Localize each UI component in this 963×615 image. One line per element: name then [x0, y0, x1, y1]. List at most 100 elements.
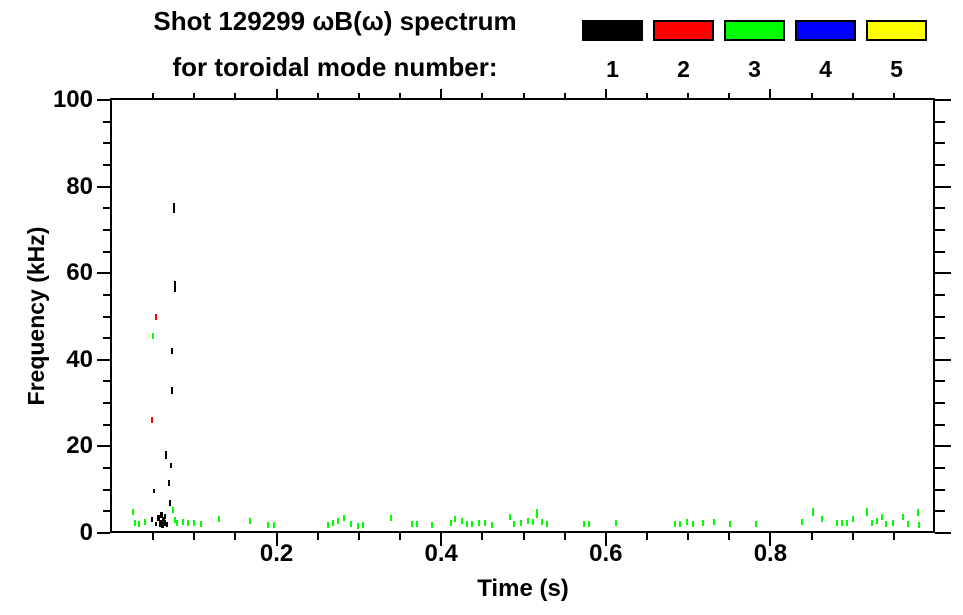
y-minor-tick: [103, 315, 110, 318]
x-major-tick-top: [769, 89, 772, 98]
y-tick-label: 0: [79, 519, 93, 546]
data-point-mode-1: [172, 203, 175, 214]
data-point-mode-3: [199, 521, 202, 528]
legend-item-mode-3: 3: [724, 20, 785, 81]
data-point-mode-3: [583, 521, 586, 528]
data-point-mode-3: [267, 522, 270, 529]
x-minor-tick-top: [399, 93, 402, 98]
data-point-mode-3: [411, 521, 414, 528]
legend-label: 4: [819, 56, 832, 82]
x-minor-tick-top: [522, 93, 525, 98]
x-minor-tick: [645, 533, 648, 540]
x-major-tick: [275, 533, 278, 546]
x-minor-tick: [193, 533, 196, 540]
data-point-mode-3: [851, 516, 854, 523]
data-point-mode-1: [150, 516, 153, 522]
x-minor-tick-top: [193, 93, 196, 98]
y-minor-tick: [103, 142, 110, 145]
y-minor-tick: [103, 488, 110, 491]
data-point-mode-3: [916, 508, 919, 516]
data-point-mode-3: [431, 522, 434, 529]
data-point-mode-3: [483, 520, 486, 527]
legend-label: 3: [748, 56, 761, 82]
y-minor-tick-right: [935, 293, 945, 296]
x-minor-tick-top: [481, 93, 484, 98]
y-major-tick: [97, 272, 110, 275]
x-minor-tick-top: [810, 93, 813, 98]
y-minor-tick-right: [935, 163, 945, 166]
data-point-mode-3: [186, 519, 189, 526]
data-point-mode-3: [701, 520, 704, 527]
data-point-mode-3: [181, 518, 184, 525]
data-point-mode-3: [801, 518, 804, 525]
y-major-tick: [97, 532, 110, 534]
x-minor-tick: [687, 533, 690, 540]
x-tick-label: 0.6: [589, 540, 623, 567]
data-point-mode-3: [845, 519, 848, 526]
data-point-mode-3: [692, 521, 695, 528]
mode-legend: 1 2 3 4 5: [582, 20, 927, 81]
data-point-mode-1: [160, 522, 164, 529]
y-minor-tick-right: [935, 510, 945, 513]
data-point-mode-3: [812, 508, 815, 517]
chart-subtitle: for toroidal mode number:: [172, 52, 498, 82]
data-point-mode-3: [520, 519, 523, 526]
data-point-mode-1: [168, 499, 171, 506]
data-point-mode-1: [165, 451, 168, 460]
x-minor-tick: [481, 533, 484, 540]
y-minor-tick-right: [935, 250, 945, 253]
y-tick-label: 20: [66, 432, 93, 460]
data-point-mode-3: [193, 520, 196, 527]
data-point-mode-3: [176, 520, 179, 527]
y-tick-label: 60: [66, 259, 93, 287]
data-point-mode-3: [513, 521, 516, 528]
data-point-mode-3: [249, 517, 252, 524]
legend-swatch: [653, 20, 714, 41]
y-tick-label: 80: [66, 172, 93, 200]
data-point-mode-3: [143, 518, 146, 525]
y-major-tick-right: [935, 445, 951, 448]
x-minor-tick: [851, 533, 854, 540]
x-minor-tick-top: [316, 93, 319, 98]
y-minor-tick: [103, 163, 110, 166]
y-axis-label: Frequency (kHz): [23, 226, 49, 406]
x-axis-label: Time (s): [477, 575, 569, 602]
legend-label: 5: [890, 56, 903, 82]
data-point-mode-1: [166, 521, 169, 527]
data-point-mode-3: [416, 521, 419, 528]
x-minor-tick-top: [851, 93, 854, 98]
data-point-mode-3: [343, 515, 346, 522]
data-point-mode-3: [526, 517, 529, 524]
x-minor-tick-top: [152, 93, 155, 98]
data-point-mode-3: [531, 518, 534, 525]
x-tick-label: 0.8: [753, 540, 788, 567]
y-minor-tick: [103, 207, 110, 210]
y-minor-tick-right: [935, 120, 945, 123]
y-tick-label: 40: [66, 345, 93, 373]
x-major-tick: [604, 533, 607, 546]
legend-item-mode-5: 5: [866, 20, 927, 81]
x-minor-tick: [563, 533, 566, 540]
data-point-mode-3: [541, 518, 544, 525]
data-point-mode-1: [170, 463, 173, 469]
data-point-mode-3: [880, 514, 883, 521]
data-point-mode-3: [865, 508, 868, 517]
y-minor-tick-right: [935, 423, 945, 426]
x-tick-label: 0.2: [259, 540, 294, 567]
y-major-tick: [97, 445, 110, 448]
x-major-tick-top: [275, 89, 278, 98]
x-minor-tick-top: [728, 93, 731, 98]
data-point-mode-3: [337, 517, 340, 524]
chart-title: Shot 129299 ωB(ω) spectrum: [153, 6, 517, 36]
data-point-mode-3: [729, 521, 732, 528]
y-minor-tick-right: [935, 142, 945, 145]
data-point-mode-1: [159, 511, 163, 518]
data-point-mode-3: [332, 519, 335, 526]
data-point-mode-3: [686, 518, 689, 525]
data-point-mode-1: [157, 514, 161, 521]
data-point-mode-3: [132, 509, 135, 516]
x-minor-tick-top: [892, 93, 895, 98]
y-minor-tick: [103, 120, 110, 123]
data-point-mode-3: [454, 515, 457, 522]
data-point-mode-3: [875, 517, 878, 524]
